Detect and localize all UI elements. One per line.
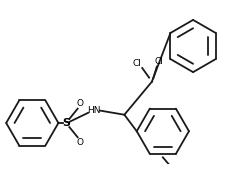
Text: Cl: Cl xyxy=(154,57,163,66)
Text: O: O xyxy=(77,99,84,108)
Text: S: S xyxy=(63,118,71,128)
Text: HN: HN xyxy=(87,106,101,115)
Text: O: O xyxy=(77,138,84,147)
Text: Cl: Cl xyxy=(132,59,141,68)
